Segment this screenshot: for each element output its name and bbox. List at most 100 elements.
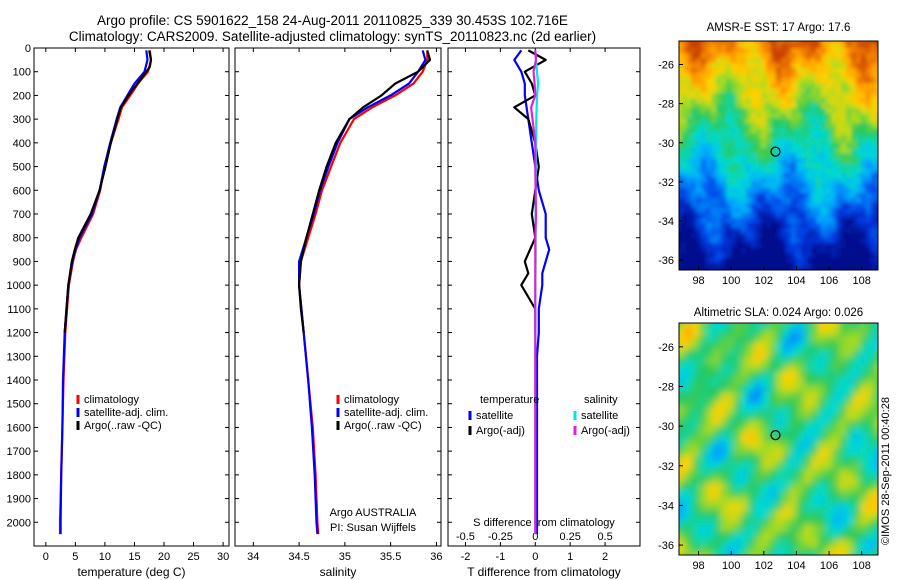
field-cell: [818, 392, 826, 400]
field-cell: [811, 203, 817, 209]
field-cell: [791, 253, 797, 259]
field-cell: [874, 343, 878, 351]
field-cell: [711, 138, 717, 144]
field-cell: [871, 228, 877, 234]
field-cell: [841, 228, 847, 234]
field-cell: [874, 483, 878, 491]
field-cell: [721, 48, 727, 54]
field-cell: [860, 343, 868, 351]
field-cell: [871, 193, 877, 199]
field-cell: [853, 413, 861, 421]
field-cell: [755, 336, 763, 344]
field-cell: [681, 83, 687, 89]
field-cell: [806, 41, 812, 44]
field-cell: [720, 441, 728, 449]
field-cell: [755, 462, 763, 470]
field-cell: [871, 68, 877, 74]
field-cell: [781, 103, 787, 109]
field-cell: [876, 63, 878, 69]
field-cell: [874, 518, 878, 526]
field-cell: [860, 371, 868, 379]
field-cell: [826, 208, 832, 214]
field-cell: [853, 364, 861, 372]
field-cell: [726, 43, 732, 49]
x-tick-label: 100: [722, 560, 740, 572]
field-cell: [796, 128, 802, 134]
field-cell: [881, 504, 889, 512]
field-cell: [751, 123, 757, 129]
field-cell: [706, 178, 712, 184]
field-cell: [701, 198, 707, 204]
field-cell: [797, 364, 805, 372]
field-cell: [851, 228, 857, 234]
field-cell: [839, 357, 847, 365]
y-tick-label: 0: [25, 43, 31, 55]
field-cell: [685, 343, 693, 351]
field-cell: [851, 233, 857, 239]
field-cell: [831, 103, 837, 109]
field-cell: [706, 406, 714, 414]
field-cell: [691, 128, 697, 134]
field-cell: [716, 168, 722, 174]
field-cell: [786, 248, 792, 254]
field-cell: [711, 158, 717, 164]
field-cell: [701, 218, 707, 224]
field-cell: [821, 238, 827, 244]
field-cell: [806, 93, 812, 99]
field-cell: [791, 173, 797, 179]
field-cell: [816, 68, 822, 74]
field-cell: [816, 248, 822, 254]
field-cell: [881, 88, 887, 94]
field-cell: [701, 173, 707, 179]
field-cell: [856, 193, 862, 199]
field-cell: [741, 560, 749, 568]
field-cell: [701, 108, 707, 114]
field-cell: [801, 113, 807, 119]
field-cell: [846, 413, 854, 421]
field-cell: [816, 188, 822, 194]
field-cell: [766, 163, 772, 169]
field-cell: [781, 178, 787, 184]
field-cell: [736, 73, 742, 79]
field-cell: [681, 41, 687, 44]
field-cell: [736, 193, 742, 199]
field-cell: [751, 98, 757, 104]
field-cell: [726, 108, 732, 114]
field-cell: [727, 434, 735, 442]
field-cell: [766, 223, 772, 229]
field-cell: [825, 406, 833, 414]
field-cell: [881, 243, 887, 249]
field-cell: [679, 357, 686, 365]
field-cell: [691, 73, 697, 79]
field-cell: [748, 427, 756, 435]
field-cell: [766, 268, 772, 270]
field-cell: [851, 43, 857, 49]
field-cell: [696, 198, 702, 204]
field-cell: [746, 198, 752, 204]
field-cell: [836, 228, 842, 234]
field-cell: [866, 183, 872, 189]
field-cell: [696, 138, 702, 144]
field-cell: [811, 58, 817, 64]
field-cell: [756, 98, 762, 104]
plot-frame: [234, 47, 442, 547]
field-cell: [721, 183, 727, 189]
field-cell: [790, 378, 798, 386]
field-cell: [699, 434, 707, 442]
field-cell: [756, 163, 762, 169]
field-cell: [816, 63, 822, 69]
field-cell: [720, 448, 728, 456]
field-cell: [821, 253, 827, 259]
field-cell: [706, 539, 714, 547]
field-cell: [832, 378, 840, 386]
field-cell: [861, 168, 867, 174]
field-cell: [797, 413, 805, 421]
field-cell: [706, 378, 714, 386]
field-cell: [781, 253, 787, 259]
field-cell: [881, 133, 887, 139]
field-cell: [686, 228, 692, 234]
field-cell: [696, 103, 702, 109]
field-cell: [826, 203, 832, 209]
field-cell: [726, 93, 732, 99]
field-cell: [771, 98, 777, 104]
